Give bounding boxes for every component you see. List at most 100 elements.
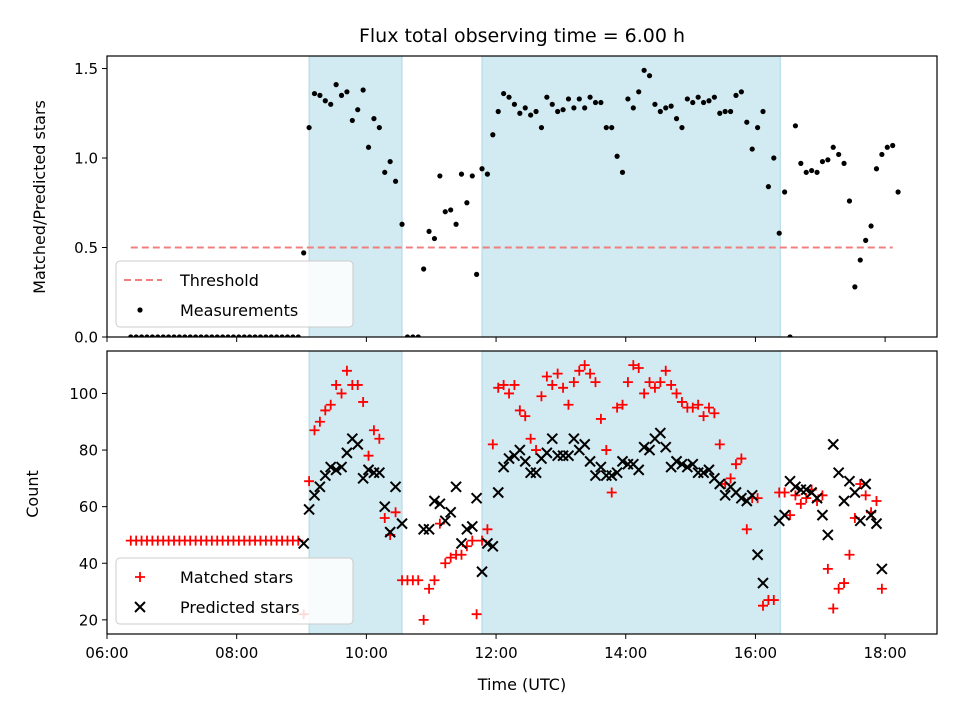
matched-star-point	[828, 603, 839, 614]
measurement-point	[846, 198, 853, 204]
matched-star-point	[520, 411, 531, 422]
predicted-star-point	[461, 523, 473, 535]
predicted-star-point	[681, 461, 694, 473]
measurement-point	[220, 334, 226, 337]
measurement-point	[582, 105, 588, 111]
measurement-point	[214, 334, 220, 337]
y-tick-label: 100	[69, 385, 98, 403]
predicted-star-point	[595, 461, 607, 473]
measurement-point	[479, 166, 485, 172]
measurement-point	[247, 334, 253, 337]
predicted-star-point	[751, 549, 764, 561]
predicted-star-point	[568, 433, 580, 445]
predicted-star-point	[384, 526, 396, 538]
predicted-star-point	[546, 433, 558, 445]
measurement-point	[819, 158, 826, 165]
matched-star-point	[844, 549, 855, 560]
measurement-point	[814, 169, 820, 175]
x-tick-label: 08:00	[215, 644, 258, 662]
legend-label: Measurements	[180, 301, 298, 320]
matched-star-point	[660, 365, 671, 376]
measurement-point	[171, 334, 177, 337]
matched-star-point	[822, 563, 833, 574]
matched-star-point	[687, 402, 698, 413]
measurement-point	[706, 98, 712, 104]
predicted-star-point	[466, 520, 478, 533]
y-tick-label: 0.0	[74, 329, 98, 347]
matched-star-point	[509, 379, 520, 390]
predicted-star-point	[789, 481, 802, 493]
measurement-point	[538, 124, 545, 131]
predicted-star-point	[519, 455, 531, 468]
matched-star-point	[655, 377, 666, 388]
measurement-point	[301, 250, 307, 256]
x-tick-label: 10:00	[345, 644, 388, 662]
measurement-point	[495, 108, 501, 115]
measurement-point	[792, 123, 799, 129]
matched-star-point	[504, 388, 515, 399]
matched-star-point	[541, 371, 552, 382]
measurement-point	[484, 171, 491, 177]
matched-star-point	[639, 388, 650, 399]
predicted-star-point	[514, 444, 526, 456]
measurement-point	[387, 158, 393, 165]
measurement-point	[317, 92, 323, 98]
matched-star-point	[413, 575, 424, 586]
predicted-star-point	[423, 523, 435, 535]
matched-star-point	[876, 583, 887, 594]
measurement-point	[879, 151, 885, 158]
predicted-star-point	[584, 455, 596, 468]
predicted-star-point	[503, 452, 515, 465]
measurement-point	[328, 101, 334, 107]
predicted-star-point	[439, 515, 451, 527]
predicted-star-point	[849, 486, 861, 499]
measurement-point	[517, 110, 523, 116]
matched-star-point	[424, 583, 435, 594]
measurement-point	[338, 92, 345, 98]
measurement-point	[830, 144, 836, 150]
shaded-interval	[481, 55, 781, 338]
matched-star-point	[304, 476, 315, 487]
predicted-star-point	[373, 466, 386, 479]
measurement-point	[453, 221, 459, 227]
measurement-point	[625, 96, 631, 102]
measurement-point	[690, 99, 696, 106]
measurement-point	[349, 117, 355, 124]
measurement-point	[295, 334, 301, 337]
measurement-point	[544, 94, 550, 100]
measurement-point	[619, 169, 626, 175]
measurement-point	[236, 334, 242, 337]
matched-star-point	[709, 408, 720, 419]
predicted-star-point	[297, 537, 310, 550]
predicted-star-point	[492, 486, 504, 499]
predicted-star-point	[325, 461, 337, 473]
matched-star-point	[833, 583, 844, 594]
matched-star-point	[558, 382, 569, 393]
matched-star-point	[429, 575, 440, 586]
matched-star-point	[440, 558, 451, 569]
measurement-point	[268, 334, 274, 337]
measurement-point	[884, 144, 890, 150]
matched-star-point	[871, 495, 882, 506]
measurement-point	[415, 334, 421, 337]
predicted-star-point	[303, 503, 315, 516]
measurement-point	[825, 157, 831, 163]
matched-star-point	[363, 450, 374, 461]
matched-star-point	[445, 552, 456, 563]
matched-star-point	[585, 368, 596, 379]
measurement-point	[636, 89, 642, 95]
x-tick-label: 18:00	[864, 644, 907, 662]
predicted-star-point	[352, 438, 364, 451]
measurement-point	[382, 169, 388, 175]
measurement-point	[431, 235, 438, 242]
matched-star-point	[552, 368, 563, 379]
y-tick-label: 1.0	[74, 150, 98, 168]
matched-star-point	[612, 402, 623, 413]
y-tick-label: 20	[79, 611, 98, 629]
measurement-point	[333, 82, 339, 88]
measurement-point	[155, 334, 161, 337]
measurement-point	[841, 160, 847, 166]
measurement-point	[274, 334, 280, 337]
predicted-star-point	[455, 537, 468, 550]
predicted-star-point	[450, 481, 462, 493]
